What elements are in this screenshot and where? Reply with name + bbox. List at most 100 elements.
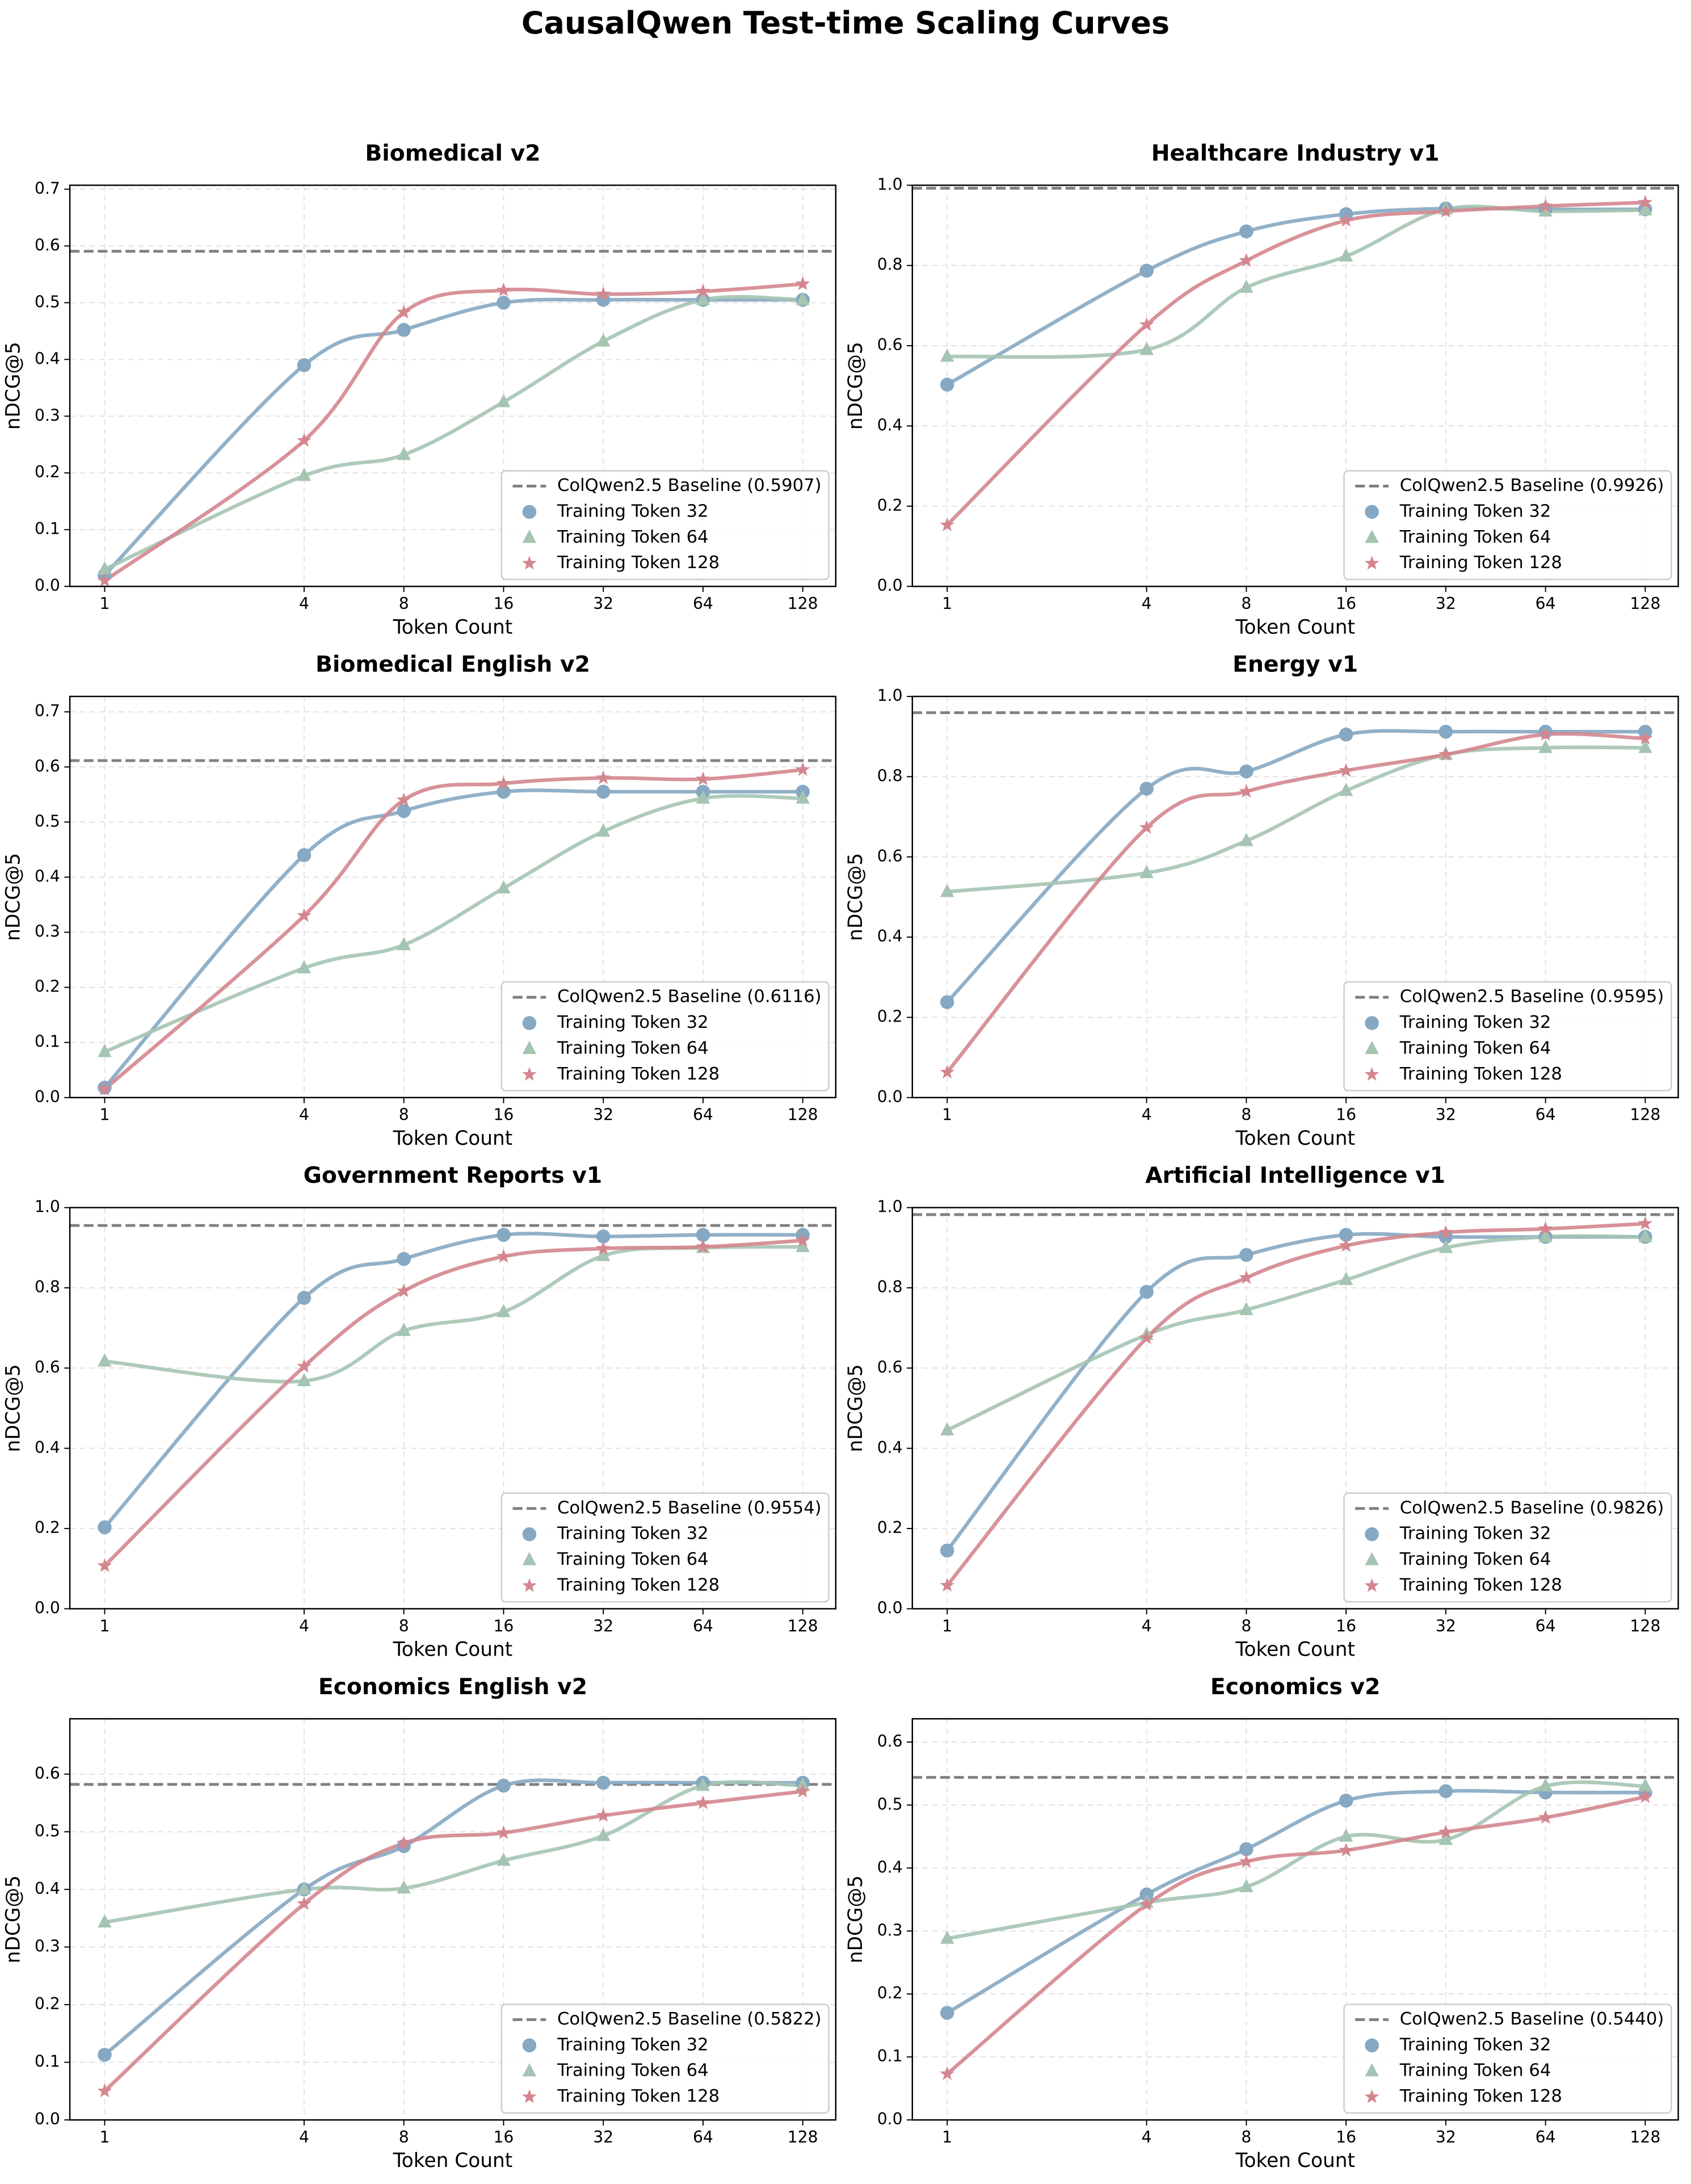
data-point <box>396 792 411 807</box>
legend: ColQwen2.5 Baseline (0.9554) Training Tok… <box>500 1492 830 1603</box>
legend-swatch <box>522 1040 537 1055</box>
subplot-title: Biomedical English v2 <box>316 652 590 678</box>
subplot-title: Energy v1 <box>1233 652 1358 678</box>
data-point <box>1339 763 1353 777</box>
subplot: Biomedical English v2 Token Count nDCG@5 1 4… <box>2 652 837 1150</box>
legend: ColQwen2.5 Baseline (0.6116) Training Tok… <box>500 981 830 1091</box>
y-tick-label: 0.7 <box>35 179 60 198</box>
data-point <box>940 517 955 531</box>
data-point <box>795 762 810 776</box>
data-point <box>696 1778 710 1791</box>
data-point <box>297 432 312 447</box>
y-tick-label: 0.5 <box>35 812 60 830</box>
subplot: Economics English v2 Token Count nDCG@5 1 4 8… <box>2 1674 837 2172</box>
y-tick-label: 0.2 <box>35 1518 60 1537</box>
data-point <box>940 1577 955 1592</box>
data-point <box>596 1241 611 1255</box>
x-tick-label: 4 <box>1142 1616 1152 1635</box>
x-tick-label: 128 <box>1630 1106 1660 1124</box>
series-line <box>947 745 1646 894</box>
legend-label: ColQwen2.5 Baseline (0.9595) <box>1400 987 1664 1007</box>
y-tick-label: 0.4 <box>877 1858 903 1876</box>
data-point <box>1339 213 1353 227</box>
y-tick-label: 0.8 <box>35 1278 60 1296</box>
data-point <box>1538 1229 1553 1242</box>
data-point <box>1139 820 1154 834</box>
x-tick-label: 4 <box>1142 594 1152 613</box>
x-tick-label: 8 <box>1241 1616 1251 1635</box>
data-point <box>497 880 511 894</box>
x-tick-label: 1 <box>942 2128 952 2147</box>
legend-label: Training Token 128 <box>1399 553 1562 573</box>
data-point <box>1339 1271 1353 1286</box>
x-axis-label: Token Count <box>1235 1127 1355 1150</box>
data-point <box>98 1353 112 1367</box>
x-tick-label: 64 <box>693 1106 713 1124</box>
data-point <box>1638 1216 1653 1230</box>
data-point <box>940 2066 955 2081</box>
x-tick-label: 8 <box>399 2128 409 2147</box>
x-axis-label: Token Count <box>393 2149 513 2172</box>
y-tick-label: 1.0 <box>877 686 903 705</box>
x-tick-label: 8 <box>1241 2128 1251 2147</box>
y-tick-label: 0.1 <box>35 2052 60 2071</box>
data-point <box>396 1283 411 1297</box>
x-tick-label: 1 <box>942 1616 952 1635</box>
data-point <box>397 936 411 951</box>
legend-swatch <box>1364 556 1379 570</box>
y-tick-label: 0.2 <box>35 463 60 481</box>
legend-swatch <box>1364 1066 1379 1081</box>
legend-label: Training Token 64 <box>1399 1038 1551 1058</box>
series-line <box>103 282 803 582</box>
data-point <box>496 1249 511 1263</box>
data-point <box>1339 783 1353 796</box>
data-point <box>596 333 611 347</box>
x-tick-label: 16 <box>493 594 514 613</box>
legend-swatch <box>522 1552 537 1565</box>
data-point <box>596 1248 611 1261</box>
subplot: Healthcare Industry v1 Token Count nDCG@5 1… <box>844 141 1679 639</box>
y-axis-label: nDCG@5 <box>2 1364 24 1452</box>
series-line <box>104 1245 803 1384</box>
x-tick-label: 8 <box>399 1106 409 1124</box>
x-tick-label: 16 <box>1336 1106 1356 1124</box>
data-point <box>297 1291 312 1305</box>
legend-swatch <box>522 1016 537 1030</box>
legend-box <box>1343 981 1672 1091</box>
legend-swatch <box>1365 1040 1379 1055</box>
legend-box <box>500 981 830 1091</box>
data-point <box>940 884 954 897</box>
data-point <box>1538 1810 1553 1824</box>
legend-swatch <box>522 505 537 519</box>
legend-swatch <box>1365 2063 1379 2077</box>
plot-frame <box>69 695 837 1099</box>
y-tick-label: 0.6 <box>877 335 903 354</box>
y-tick-label: 0.2 <box>35 1994 60 2013</box>
data-point <box>1438 1230 1453 1244</box>
series-line <box>946 1789 1646 2015</box>
data-point <box>696 1228 710 1242</box>
data-point <box>1638 740 1652 753</box>
y-tick-label: 0.4 <box>877 927 903 946</box>
legend-label: ColQwen2.5 Baseline (0.9926) <box>1400 476 1664 495</box>
x-tick-label: 16 <box>1336 2128 1356 2147</box>
legend-label: Training Token 128 <box>557 553 720 573</box>
legend-label: Training Token 32 <box>1399 2035 1551 2055</box>
data-point <box>1538 198 1553 213</box>
data-point <box>696 292 710 305</box>
data-point <box>1239 833 1253 846</box>
legend-label: Training Token 32 <box>1399 1013 1551 1032</box>
series-line <box>103 767 803 1091</box>
data-point <box>696 1239 710 1253</box>
data-point <box>1239 224 1253 238</box>
data-point <box>397 1880 411 1894</box>
data-point <box>1339 1794 1353 1808</box>
legend-swatch <box>1364 1578 1379 1592</box>
subplot-title: Government Reports v1 <box>304 1163 603 1188</box>
data-point <box>796 1238 810 1253</box>
y-tick-label: 0.1 <box>35 519 60 538</box>
data-point <box>496 775 511 790</box>
subplot: Artificial Intelligence v1 Token Count nDC… <box>844 1163 1679 1661</box>
data-point <box>796 790 810 804</box>
